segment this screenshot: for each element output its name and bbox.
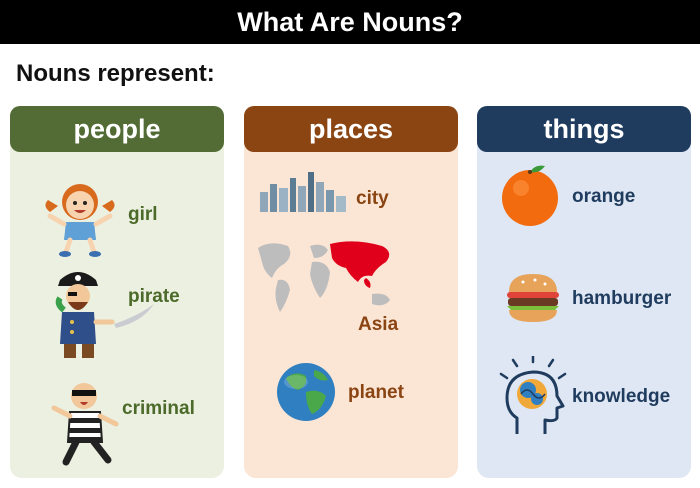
subtitle: Nouns represent: (16, 60, 215, 87)
places-header: places (244, 106, 458, 152)
world-map-asia-icon (258, 241, 390, 312)
orange-icon (502, 165, 558, 226)
label-criminal: criminal (122, 398, 195, 419)
girl-icon (45, 184, 115, 257)
hamburger-icon (507, 274, 559, 322)
page-title: What Are Nouns? (0, 0, 700, 44)
label-hamburger: hamburger (572, 288, 672, 309)
label-orange: orange (572, 186, 636, 207)
people-column: people girl pirate (10, 106, 224, 478)
planet-earth-icon (277, 363, 335, 421)
city-skyline-icon (260, 172, 346, 212)
criminal-icon (51, 383, 119, 466)
label-girl: girl (128, 204, 158, 225)
label-knowledge: knowledge (572, 386, 671, 407)
label-city: city (356, 188, 389, 209)
pirate-icon (55, 272, 154, 358)
things-column: things orange hamburger knowledge (477, 106, 691, 478)
places-column: places city Asia planet (244, 106, 458, 478)
label-pirate: pirate (128, 286, 180, 307)
things-header: things (477, 106, 691, 152)
people-header: people (10, 106, 224, 152)
label-asia: Asia (358, 314, 399, 335)
head-brain-icon (499, 356, 567, 434)
label-planet: planet (348, 382, 404, 403)
